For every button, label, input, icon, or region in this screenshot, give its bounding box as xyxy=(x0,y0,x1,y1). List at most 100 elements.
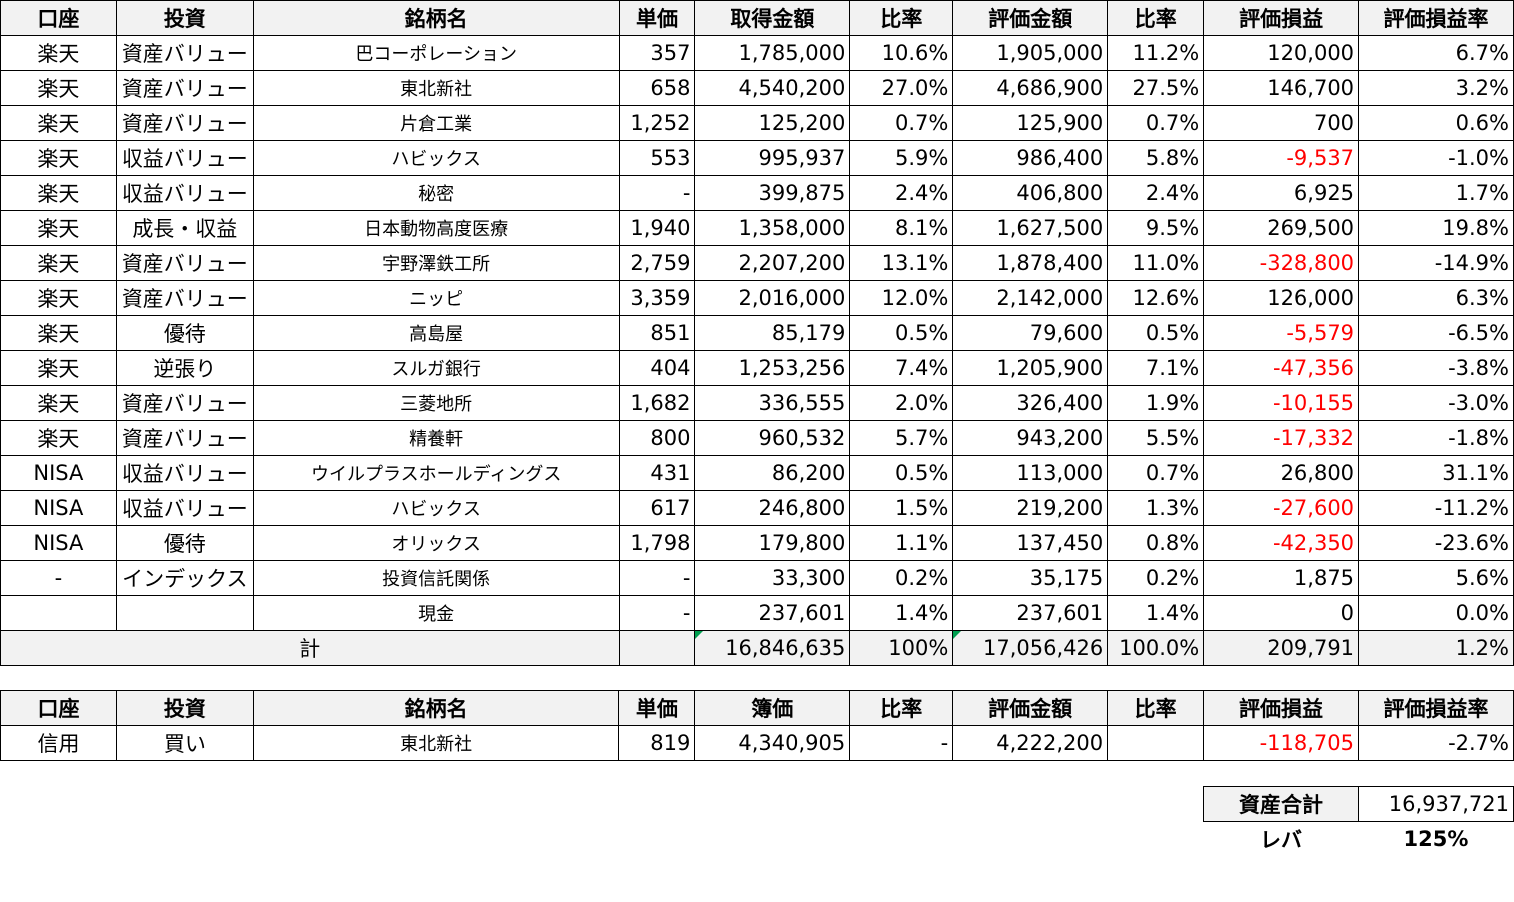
stock-name-cell: 三菱地所 xyxy=(252,385,620,421)
unit-price-cell: 617 xyxy=(618,490,696,526)
cost-cell: 2,207,200 xyxy=(694,245,851,281)
unit-price-cell: 1,798 xyxy=(618,525,696,561)
table-row: 楽天 逆張り スルガ銀行 404 1,253,256 7.4% 1,205,900 7.1% -… xyxy=(0,350,1514,386)
leverage-label: レバ xyxy=(1203,821,1359,856)
stock-name-cell: 宇野澤鉄工所 xyxy=(252,245,620,281)
stock-name-cell: 巴コーポレーション xyxy=(252,35,620,71)
strategy-cell: 資産バリュー xyxy=(115,35,254,71)
header-row: 口座 投資 銘柄名 単価 簿価 比率 評価金額 比率 評価損益 評価損益率 xyxy=(0,690,1514,726)
value-ratio-cell: 12.6% xyxy=(1107,280,1205,316)
value-ratio-cell: 0.2% xyxy=(1107,560,1205,596)
account-cell: 楽天 xyxy=(0,70,117,106)
account-cell: 楽天 xyxy=(0,140,117,176)
total-value: 17,056,426 xyxy=(952,630,1109,666)
cost-ratio-cell: 2.4% xyxy=(849,175,954,211)
profit-loss-cell: 26,800 xyxy=(1203,455,1360,491)
table-row: 楽天 資産バリュー 片倉工業 1,252 125,200 0.7% 125,900 0.7% 7… xyxy=(0,105,1514,141)
strategy-cell: 資産バリュー xyxy=(115,385,254,421)
value-cell: 237,601 xyxy=(952,595,1109,631)
cost-cell: 960,532 xyxy=(694,420,851,456)
profit-loss-rate-cell: -14.9% xyxy=(1358,245,1514,281)
value-cell: 1,627,500 xyxy=(952,210,1109,246)
profit-loss-cell: -10,155 xyxy=(1203,385,1360,421)
profit-loss-rate-cell: -3.0% xyxy=(1358,385,1514,421)
cost-cell: 4,540,200 xyxy=(694,70,851,106)
value-cell: 1,905,000 xyxy=(952,35,1109,71)
profit-loss-rate-cell: 0.6% xyxy=(1358,105,1514,141)
column-header: 投資 xyxy=(115,690,254,726)
column-header: 簿価 xyxy=(694,690,851,726)
value-cell: 943,200 xyxy=(952,420,1109,456)
table-row: 楽天 成長・収益 日本動物高度医療 1,940 1,358,000 8.1% 1,627,5… xyxy=(0,210,1514,246)
value-ratio-cell: 11.0% xyxy=(1107,245,1205,281)
value-cell: 986,400 xyxy=(952,140,1109,176)
strategy-cell: 買い xyxy=(115,725,254,761)
leverage-value: 125% xyxy=(1358,821,1514,856)
total-cost: 16,846,635 xyxy=(694,630,851,666)
cost-ratio-cell: 1.5% xyxy=(849,490,954,526)
table-row: NISA 収益バリュー ハビックス 617 246,800 1.5% 219,200 1.3%… xyxy=(0,490,1514,526)
profit-loss-cell: -27,600 xyxy=(1203,490,1360,526)
value-cell: 326,400 xyxy=(952,385,1109,421)
unit-price-cell: 2,759 xyxy=(618,245,696,281)
value-ratio-cell: 5.8% xyxy=(1107,140,1205,176)
value-ratio-cell: 9.5% xyxy=(1107,210,1205,246)
value-cell: 219,200 xyxy=(952,490,1109,526)
summary-table: 資産合計 16,937,721 レバ 125% xyxy=(1203,786,1514,856)
unit-price-cell: - xyxy=(618,595,696,631)
stock-name-cell: ハビックス xyxy=(252,140,620,176)
column-header: 口座 xyxy=(0,0,117,36)
column-header: 口座 xyxy=(0,690,117,726)
stock-name-cell: 投資信託関係 xyxy=(252,560,620,596)
table-row: - インデックス 投資信託関係 -33,300 0.2% 35,175 0.2% 1,875 5… xyxy=(0,560,1514,596)
unit-price-cell: 851 xyxy=(618,315,696,351)
profit-loss-rate-cell: 6.7% xyxy=(1358,35,1514,71)
value-ratio-cell: 11.2% xyxy=(1107,35,1205,71)
strategy-cell: 資産バリュー xyxy=(115,245,254,281)
profit-loss-rate-cell: 19.8% xyxy=(1358,210,1514,246)
profit-loss-rate-cell: -23.6% xyxy=(1358,525,1514,561)
profit-loss-rate-cell: -2.7% xyxy=(1357,725,1514,761)
table-row: 楽天 資産バリュー 宇野澤鉄工所 2,759 2,207,200 13.1% 1,878,4… xyxy=(0,245,1514,281)
cost-cell: 85,179 xyxy=(694,315,851,351)
total-assets-value: 16,937,721 xyxy=(1358,786,1514,822)
cost-cell: 4,340,905 xyxy=(694,725,851,761)
cost-ratio-cell: 1.1% xyxy=(849,525,954,561)
stock-name-cell: オリックス xyxy=(252,525,620,561)
column-header: 評価金額 xyxy=(952,0,1109,36)
value-ratio-cell: 0.7% xyxy=(1107,105,1205,141)
value-cell: 4,222,200 xyxy=(952,725,1109,761)
cost-ratio-cell: 10.6% xyxy=(849,35,954,71)
unit-price-cell: 404 xyxy=(618,350,696,386)
stock-name-cell: スルガ銀行 xyxy=(252,350,620,386)
unit-price-cell: 553 xyxy=(618,140,696,176)
strategy-cell xyxy=(115,595,254,631)
cost-ratio-cell: 13.1% xyxy=(849,245,954,281)
cost-cell: 399,875 xyxy=(694,175,851,211)
cost-cell: 246,800 xyxy=(694,490,851,526)
cost-ratio-cell: - xyxy=(849,725,954,761)
column-header: 評価金額 xyxy=(952,690,1109,726)
strategy-cell: 優待 xyxy=(115,525,254,561)
total-assets-label: 資産合計 xyxy=(1203,786,1359,822)
account-cell: 楽天 xyxy=(0,105,117,141)
header-row: 口座 投資 銘柄名 単価 取得金額 比率 評価金額 比率 評価損益 評価損益率 xyxy=(0,0,1514,36)
account-cell: 楽天 xyxy=(0,175,117,211)
profit-loss-rate-cell: 5.6% xyxy=(1358,560,1514,596)
profit-loss-cell: 1,875 xyxy=(1203,560,1360,596)
value-cell: 1,878,400 xyxy=(952,245,1109,281)
cost-ratio-cell: 0.5% xyxy=(849,315,954,351)
profit-loss-rate-cell: -6.5% xyxy=(1358,315,1514,351)
unit-price-cell: 357 xyxy=(618,35,696,71)
table-row: 現金 -237,601 1.4% 237,601 1.4% 0 0.0% xyxy=(0,595,1514,631)
stock-name-cell: 東北新社 xyxy=(252,70,620,106)
value-ratio-cell: 5.5% xyxy=(1107,420,1205,456)
strategy-cell: 収益バリュー xyxy=(115,175,254,211)
unit-price-cell: - xyxy=(618,560,696,596)
value-ratio-cell: 2.4% xyxy=(1107,175,1205,211)
cost-cell: 1,358,000 xyxy=(694,210,851,246)
strategy-cell: 収益バリュー xyxy=(115,140,254,176)
cost-cell: 336,555 xyxy=(694,385,851,421)
account-cell: 楽天 xyxy=(0,385,117,421)
profit-loss-rate-cell: 0.0% xyxy=(1358,595,1514,631)
